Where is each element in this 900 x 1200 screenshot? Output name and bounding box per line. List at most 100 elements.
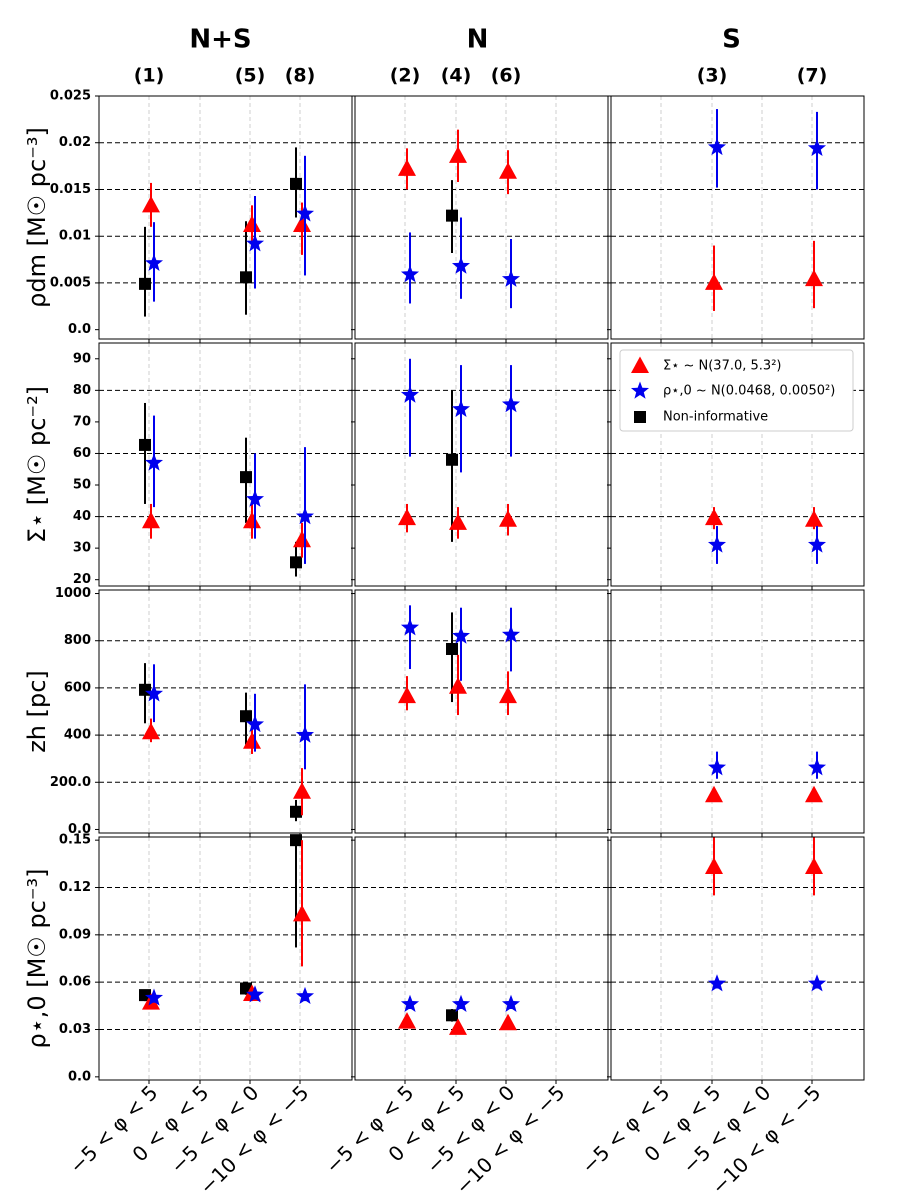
y-tick-label: 0.09 [59,927,91,942]
star-point [400,265,420,283]
panel [351,589,609,837]
triangle-point [705,785,723,803]
column-title: N+S [189,25,251,55]
y-axis-label: Σ⋆ [M☉ pc⁻²] [23,386,51,543]
square-point [446,453,458,466]
model-label: (8) [285,65,316,87]
y-tick-label: 80 [73,383,91,398]
square-point [290,805,302,818]
star-point [707,137,727,156]
square-point [446,1009,458,1022]
panel-frame [610,836,865,1081]
y-tick-label: 0.12 [59,880,91,895]
y-tick-label: 0.015 [50,182,91,197]
square-point [139,277,151,290]
y-tick-label: 0.005 [50,275,91,290]
square-point [446,209,458,222]
square-point [240,710,252,723]
star-point [807,535,827,553]
panel [607,342,865,590]
legend-label: Σ⋆ ~ N(37.0, 5.3²) [663,359,781,374]
square-point [139,989,151,1002]
star-point [400,618,420,636]
star-point [807,138,827,157]
panel-frame [98,342,353,587]
panel [607,95,865,343]
panel [351,95,609,343]
model-label: (2) [390,65,421,87]
square-point [139,438,151,451]
square-point [290,556,302,569]
star-point [295,204,315,222]
triangle-point [805,785,823,803]
star-point [245,985,265,1003]
triangle-point [293,904,311,922]
legend-box [619,349,854,432]
star-point [400,385,420,403]
panel-frame [610,95,865,340]
y-axis-label: ρ⋆,0 [M☉ pc⁻³] [23,868,51,1048]
y-tick-label: 0.01 [59,229,91,244]
star-point [295,725,315,743]
column-title: N [467,25,489,55]
triangle-point [293,530,311,548]
y-tick-label: 60 [73,446,91,461]
y-tick-label: 40 [73,509,91,524]
panel [95,834,353,1084]
triangle-point [705,508,723,526]
y-tick-label: 0.15 [59,833,91,848]
model-label: (3) [697,65,728,87]
legend-sq-marker [634,411,646,423]
y-tick-label: 400 [64,728,91,743]
triangle-point [449,1018,467,1035]
y-tick-label: 0.0 [68,1069,91,1084]
triangle-point [805,857,823,874]
square-point [240,471,252,484]
panel-frame [98,589,353,834]
y-tick-label: 30 [73,541,91,556]
panel [95,589,353,837]
y-tick-label: 0.0 [68,322,91,337]
star-point [144,988,164,1006]
star-point [501,625,521,643]
star-point [144,684,164,702]
triangle-point [499,1013,517,1031]
triangle-point [805,269,823,287]
square-point [290,834,302,847]
legend-tri-marker [631,356,649,373]
legend-label: Non-informative [663,410,768,425]
panel [95,95,353,343]
star-point [451,399,471,417]
triangle-point [499,510,517,527]
star-point [451,994,471,1012]
triangle-point [449,513,467,530]
star-point [501,994,521,1012]
star-point [707,535,727,553]
panel [607,589,865,837]
y-tick-label: 0.03 [59,1022,91,1037]
y-tick-label: 0.025 [50,89,91,104]
triangle-point [705,273,723,290]
triangle-point [398,159,416,176]
star-point [144,253,164,271]
star-point [501,395,521,413]
triangle-point [142,511,160,529]
star-point [245,489,265,507]
y-tick-label: 50 [73,478,91,493]
panel-frame [610,589,865,834]
panel-frame [610,342,865,587]
triangle-point [449,677,467,694]
model-label: (1) [134,65,165,87]
star-point [451,626,471,644]
triangle-point [243,732,261,749]
triangle-point [499,162,517,179]
triangle-point [398,1012,416,1029]
star-point [245,234,265,252]
triangle-point [449,146,467,163]
panel-frame [98,836,353,1081]
model-label: (6) [491,65,522,87]
panel [351,836,609,1084]
y-tick-label: 20 [73,572,91,587]
model-label: (7) [797,65,828,87]
